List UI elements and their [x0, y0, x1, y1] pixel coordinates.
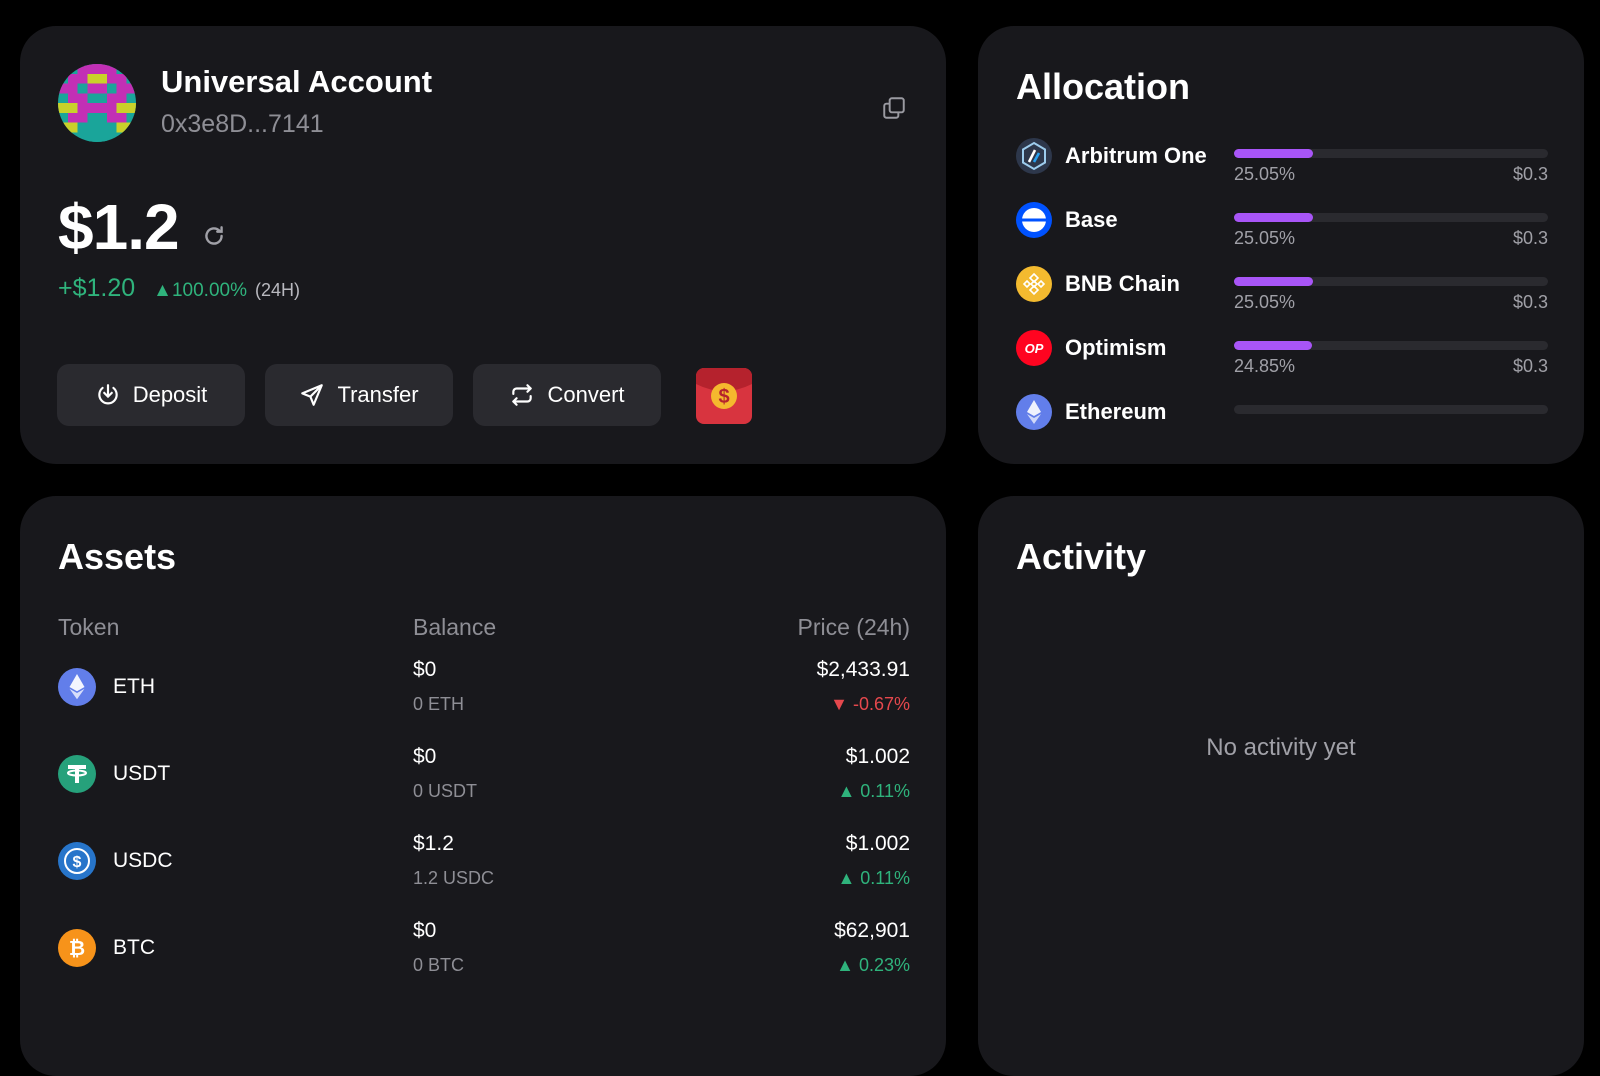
ethereum-icon — [1016, 394, 1052, 430]
change-percent: ▲100.00% — [153, 280, 247, 301]
bnb-icon — [1016, 266, 1052, 302]
transfer-label: Transfer — [337, 382, 419, 407]
usdc-icon: $ — [58, 842, 96, 880]
token-symbol: BTC — [113, 936, 155, 959]
balance-change-row: +$1.20 ▲100.00% (24H) — [58, 274, 300, 303]
token-price: $1.002 — [845, 745, 910, 768]
allocation-percent: 25.05% — [1234, 164, 1296, 184]
price-change: ▲ 0.11% — [837, 781, 910, 801]
allocation-percent: 25.05% — [1234, 292, 1296, 312]
allocation-bar — [1234, 277, 1548, 286]
token-price: $1.002 — [845, 832, 910, 855]
svg-text:₿: ₿ — [69, 938, 85, 960]
svg-text:$: $ — [718, 386, 729, 408]
activity-empty-state: No activity yet — [1206, 734, 1356, 761]
asset-row-usdc[interactable]: $ USDC $1.2 1.2 USDC $1.002 ▲ 0.11% — [20, 826, 946, 906]
token-price: $62,901 — [834, 919, 910, 942]
token-symbol: ETH — [113, 675, 155, 698]
optimism-icon: OP — [1016, 330, 1052, 366]
token-symbol: USDC — [113, 849, 173, 872]
copy-address-button[interactable] — [876, 90, 912, 126]
assets-title: Assets — [58, 536, 177, 577]
eth-icon — [58, 668, 96, 706]
allocation-title: Allocation — [1016, 66, 1191, 107]
btc-icon: ₿ — [58, 929, 96, 967]
svg-text:OP: OP — [1025, 341, 1044, 356]
allocation-value: $0.3 — [1512, 164, 1548, 184]
balance-amount: 0 ETH — [413, 694, 465, 714]
allocation-bar-fill — [1234, 213, 1313, 222]
account-card: Universal Account 0x3e8D...7141 $1.2 +$1… — [20, 26, 946, 464]
red-envelope-button[interactable]: $ — [696, 368, 752, 424]
asset-row-btc[interactable]: ₿ BTC $0 0 BTC $62,901 ▲ 0.23% — [20, 913, 946, 993]
token-symbol: USDT — [113, 762, 171, 785]
convert-button[interactable]: Convert — [473, 364, 661, 426]
price-change: ▼ -0.67% — [830, 694, 910, 714]
account-address: 0x3e8D...7141 — [161, 110, 324, 138]
send-icon — [301, 384, 324, 406]
convert-label: Convert — [547, 382, 625, 407]
allocation-item-base: Base 25.05% $0.3 — [978, 198, 1584, 262]
avatar — [58, 64, 136, 142]
arbitrum-icon — [1016, 138, 1052, 174]
allocation-bar-fill — [1234, 341, 1313, 350]
allocation-item-optimism: OP Optimism 24.85% $0.3 — [978, 326, 1584, 390]
balance-amount: 1.2 USDC — [413, 868, 495, 888]
allocation-card: Allocation Arbitrum One 25.05% $0.3 Base… — [978, 26, 1584, 464]
column-header-price: Price (24h) — [797, 614, 910, 640]
change-amount: +$1.20 — [58, 274, 136, 302]
base-icon — [1016, 202, 1052, 238]
allocation-bar — [1234, 405, 1548, 414]
allocation-bar — [1234, 149, 1548, 158]
balance-usd: $1.2 — [413, 832, 454, 855]
chain-name: Base — [1065, 207, 1118, 232]
allocation-value: $0.3 — [1512, 228, 1548, 248]
refresh-icon — [205, 226, 223, 245]
balance-usd: $0 — [413, 658, 437, 681]
allocation-item-arbitrum: Arbitrum One 25.05% $0.3 — [978, 134, 1584, 198]
balance-amount: 0 BTC — [413, 955, 465, 975]
allocation-item-ethereum: Ethereum — [978, 390, 1584, 452]
chain-name: Optimism — [1065, 335, 1167, 360]
allocation-percent: 25.05% — [1234, 228, 1296, 248]
allocation-value: $0.3 — [1512, 292, 1548, 312]
chain-name: Ethereum — [1065, 399, 1167, 424]
allocation-bar-fill — [1234, 149, 1313, 158]
change-period: (24H) — [254, 280, 300, 300]
account-name: Universal Account — [161, 64, 433, 99]
allocation-list[interactable]: Arbitrum One 25.05% $0.3 Base 25.05% $0.… — [978, 134, 1584, 452]
token-price: $2,433.91 — [816, 658, 910, 681]
balance-amount: 0 USDT — [413, 781, 478, 801]
chain-name: Arbitrum One — [1065, 143, 1207, 168]
asset-row-eth[interactable]: ETH $0 0 ETH $2,433.91 ▼ -0.67% — [20, 652, 946, 732]
balance-usd: $0 — [413, 745, 437, 768]
allocation-value: $0.3 — [1512, 356, 1548, 376]
refresh-button[interactable] — [196, 218, 232, 254]
red-envelope-icon: $ — [696, 368, 752, 409]
allocation-bar — [1234, 213, 1548, 222]
price-change: ▲ 0.23% — [836, 955, 910, 975]
balance-usd: $0 — [413, 919, 437, 942]
activity-title: Activity — [1016, 536, 1147, 577]
deposit-label: Deposit — [132, 382, 208, 407]
allocation-percent: 24.85% — [1234, 356, 1296, 376]
total-balance: $1.2 — [58, 191, 180, 263]
asset-row-usdt[interactable]: USDT $0 0 USDT $1.002 ▲ 0.11% — [20, 739, 946, 819]
swap-icon — [512, 384, 533, 406]
download-icon — [97, 384, 118, 405]
activity-card: Activity No activity yet — [978, 496, 1584, 1076]
price-change: ▲ 0.11% — [837, 868, 910, 888]
assets-card: Assets Token Balance Price (24h) ETH $0 … — [20, 496, 946, 1076]
transfer-button[interactable]: Transfer — [265, 364, 453, 426]
allocation-bar — [1234, 341, 1548, 350]
chain-name: BNB Chain — [1065, 271, 1180, 296]
allocation-item-bnb: BNB Chain 25.05% $0.3 — [978, 262, 1584, 326]
copy-icon — [883, 97, 905, 119]
svg-text:$: $ — [73, 854, 82, 871]
allocation-bar-fill — [1234, 277, 1313, 286]
deposit-button[interactable]: Deposit — [57, 364, 245, 426]
column-header-balance: Balance — [413, 614, 497, 640]
usdt-icon — [58, 755, 96, 793]
column-header-token: Token — [58, 614, 120, 640]
